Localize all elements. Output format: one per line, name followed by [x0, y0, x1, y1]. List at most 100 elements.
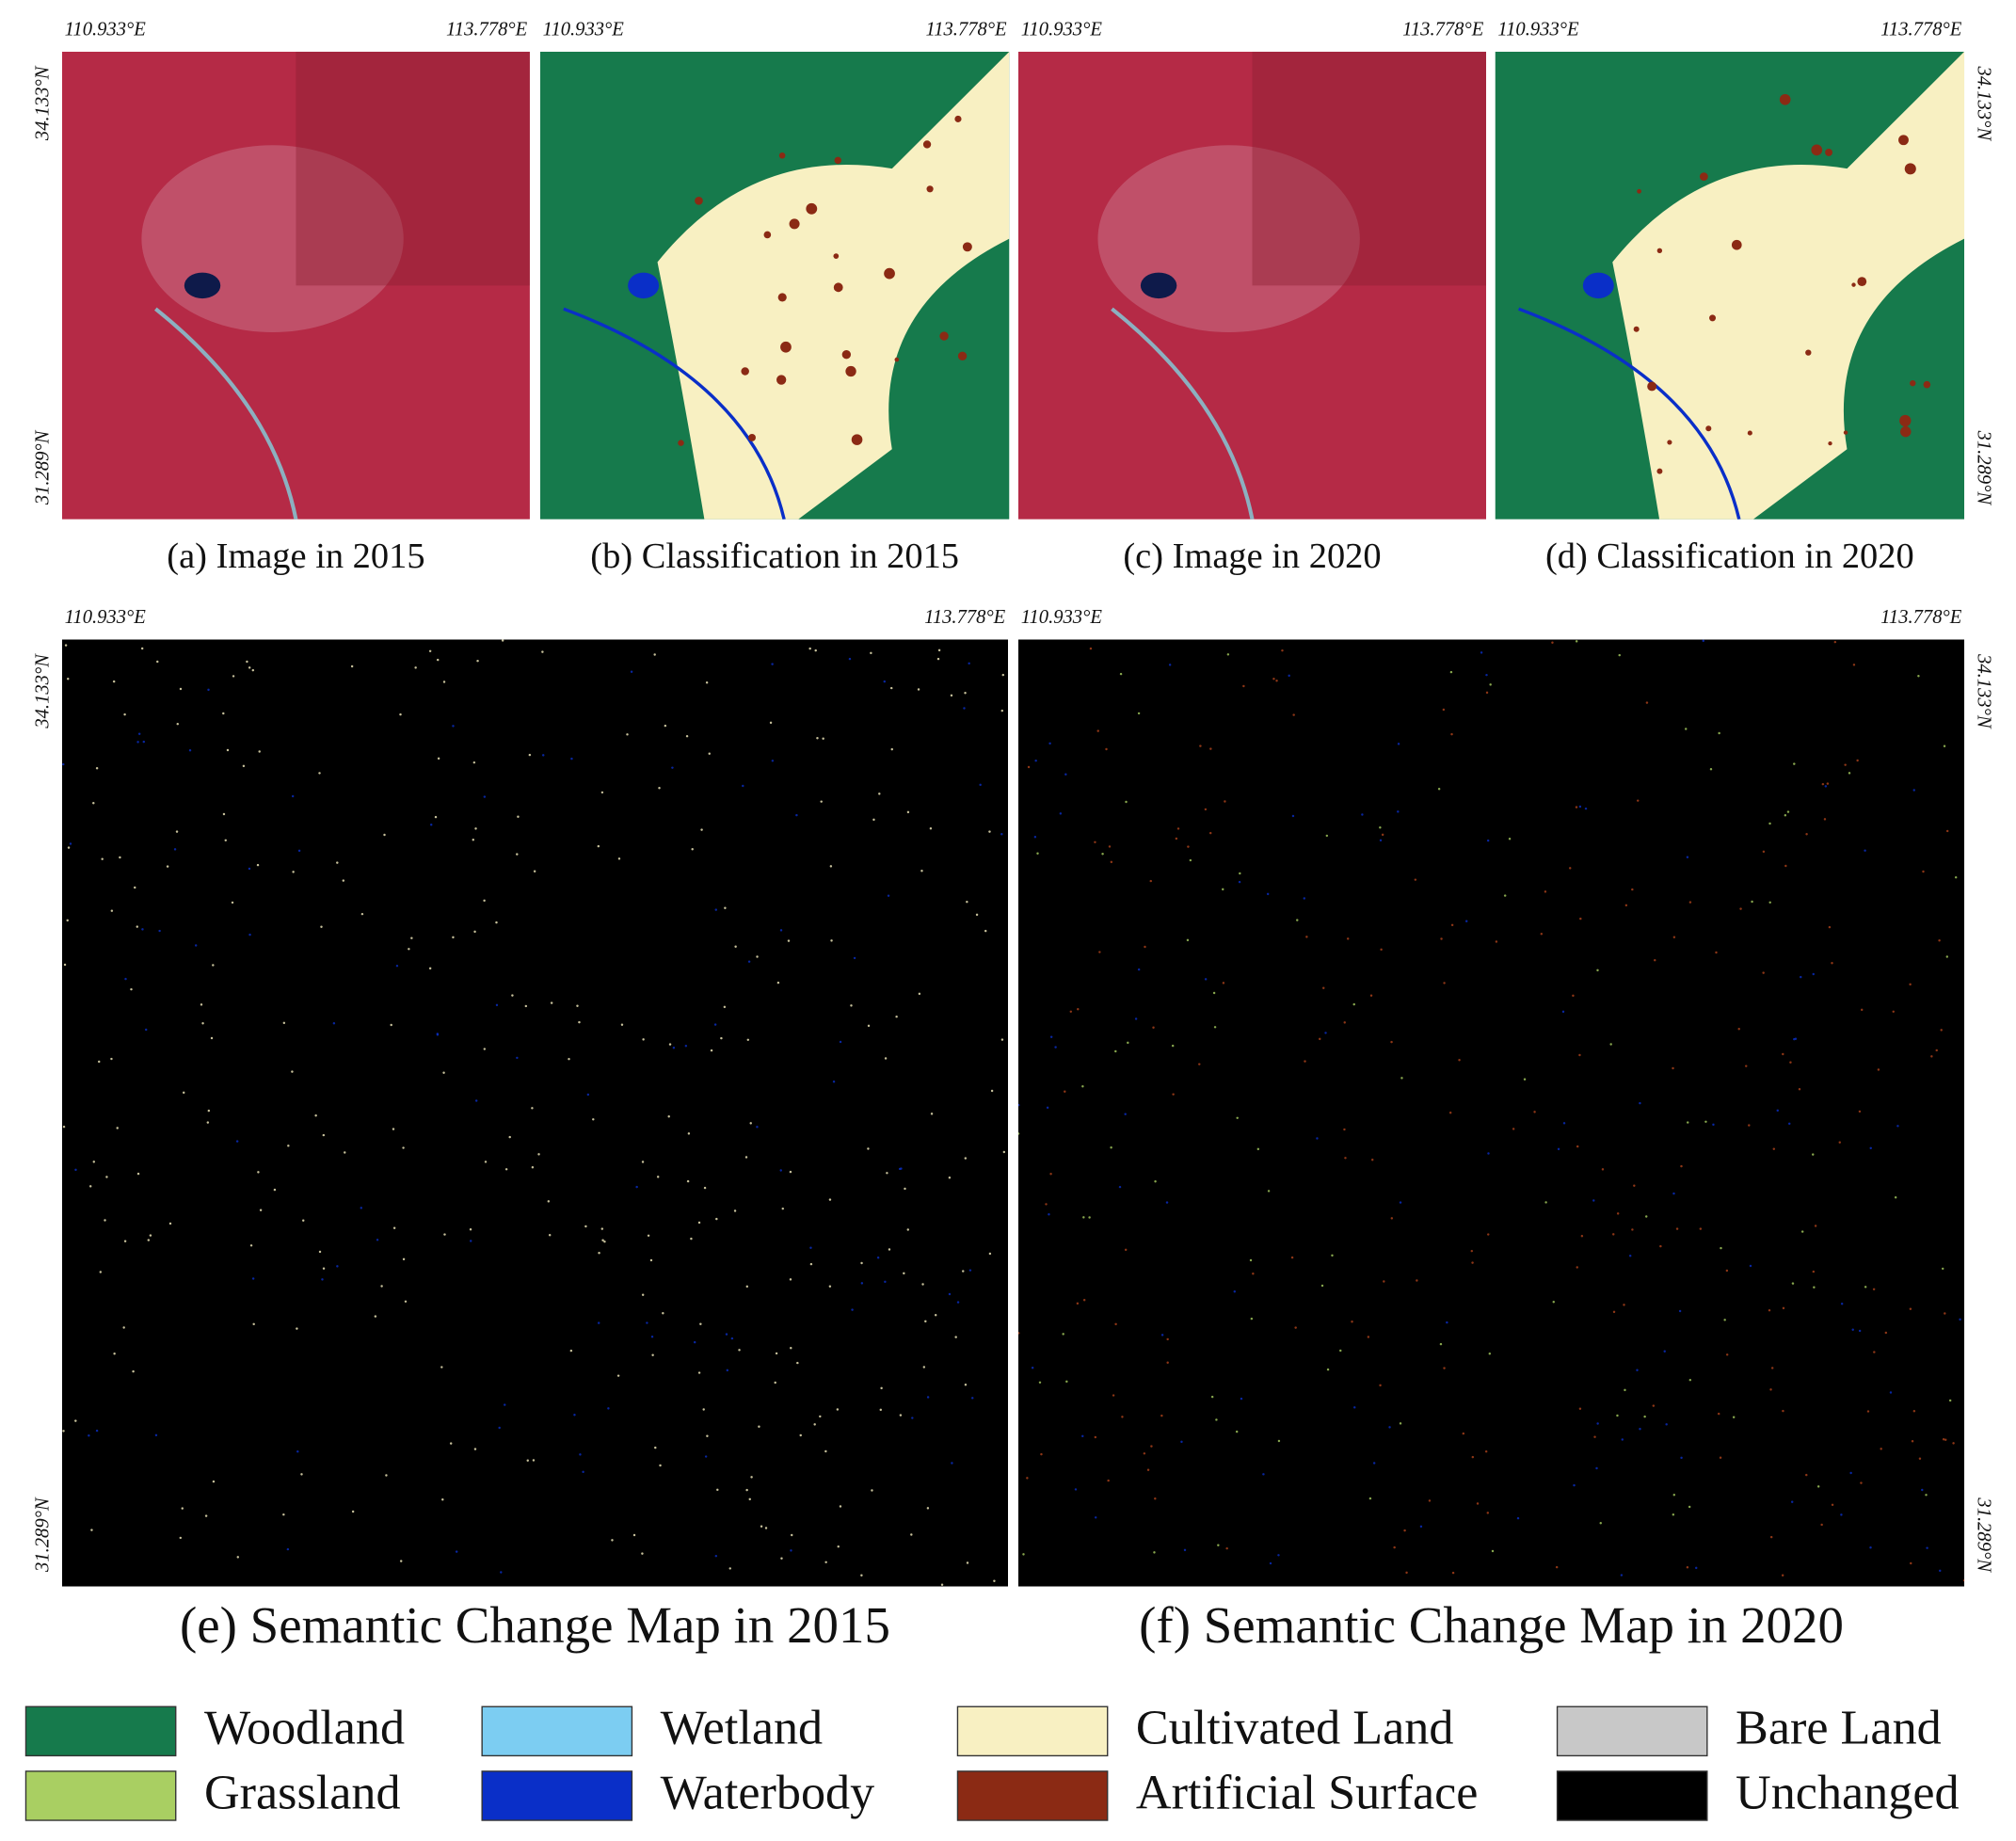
changed-pixel	[385, 1474, 388, 1477]
changed-pixel	[886, 1172, 888, 1175]
changed-pixel	[395, 964, 399, 968]
changed-pixel	[399, 1560, 403, 1562]
changed-pixel	[1339, 1349, 1342, 1353]
changed-pixel	[1652, 1404, 1656, 1407]
changed-pixel	[771, 663, 774, 665]
changed-pixel	[1849, 1471, 1852, 1475]
changed-pixel	[1110, 1146, 1112, 1149]
changed-pixel	[1114, 1049, 1117, 1053]
changed-pixel	[1781, 1574, 1784, 1577]
reservoir	[628, 272, 660, 299]
changed-pixel	[1154, 1179, 1157, 1183]
settlement	[1747, 430, 1752, 436]
changed-pixel	[1544, 1201, 1547, 1204]
changed-pixel	[687, 1132, 691, 1135]
changed-pixel	[716, 1488, 719, 1492]
changed-pixel	[1562, 1122, 1566, 1125]
changed-pixel	[1054, 1046, 1057, 1049]
lon-label: 110.933°E	[65, 607, 147, 628]
changed-pixel	[1215, 1418, 1218, 1421]
changed-pixel	[123, 712, 126, 716]
changed-pixel	[1751, 900, 1753, 904]
changed-pixel	[116, 1127, 119, 1129]
settlement	[1828, 441, 1832, 446]
settlement	[851, 434, 863, 445]
lon-label: 110.933°E	[1021, 607, 1103, 628]
changed-pixel	[252, 1322, 255, 1326]
changed-pixel	[1725, 1269, 1729, 1273]
changed-pixel	[1450, 923, 1454, 927]
changed-pixel	[130, 987, 133, 991]
legend-swatch	[481, 1770, 633, 1821]
changed-pixel	[1869, 1546, 1872, 1549]
map-panel: 110.933°E 113.778°E 34.133°N 31.289°N (a) Im…	[32, 20, 530, 576]
changed-pixel	[1786, 810, 1790, 813]
changed-pixel	[1096, 729, 1099, 732]
changed-pixel	[1065, 1380, 1068, 1384]
map-panel: 110.933°E 113.778°E 34.133°N 31.289°N (d) Cl…	[1495, 20, 1994, 576]
changed-pixel	[67, 677, 70, 680]
changed-pixel	[790, 1549, 792, 1552]
changed-pixel	[1858, 1329, 1862, 1333]
changed-pixel	[903, 1272, 905, 1275]
changed-pixel	[828, 1198, 832, 1201]
changed-pixel	[296, 1450, 299, 1453]
changed-pixel	[1678, 1309, 1682, 1313]
changed-pixel	[1805, 833, 1808, 836]
changed-pixel	[1584, 807, 1588, 810]
changed-pixel	[154, 1433, 158, 1437]
changed-pixel	[1686, 856, 1689, 858]
changed-pixel	[212, 1480, 216, 1483]
changed-pixel	[1471, 1261, 1474, 1264]
changed-pixel	[1442, 708, 1446, 712]
changed-pixel	[1379, 839, 1383, 842]
changed-pixel	[1791, 1282, 1795, 1285]
changed-pixel	[286, 1547, 290, 1551]
changed-pixel	[1851, 1328, 1854, 1331]
changed-pixel	[1210, 1395, 1214, 1399]
changed-pixel	[1739, 907, 1742, 910]
changed-pixel	[1688, 1378, 1692, 1382]
changed-pixel	[1631, 1228, 1634, 1231]
changed-pixel	[1448, 1111, 1452, 1114]
changed-pixel	[659, 1464, 662, 1467]
changed-pixel	[1833, 640, 1837, 644]
changed-pixel	[948, 1292, 952, 1296]
changed-pixel	[92, 1161, 96, 1163]
changed-pixel	[90, 1529, 93, 1531]
changed-pixel	[1945, 829, 1949, 833]
settlement	[789, 218, 800, 230]
changed-pixel	[1048, 742, 1051, 745]
changed-pixel	[1225, 1546, 1228, 1550]
changed-pixel	[1784, 814, 1787, 817]
changed-pixel	[650, 1336, 654, 1338]
changed-pixel	[1540, 933, 1544, 936]
changed-pixel	[664, 724, 667, 728]
changed-pixel	[697, 1371, 701, 1374]
changed-pixel	[1127, 1041, 1129, 1045]
settlement	[841, 350, 852, 360]
changed-pixel	[399, 712, 402, 716]
changed-pixel	[1631, 888, 1634, 891]
changed-pixel	[1561, 1010, 1565, 1014]
changed-pixel	[1769, 1388, 1772, 1391]
changed-pixel	[1616, 1212, 1620, 1215]
changed-pixel	[1397, 810, 1400, 813]
lon-label: 113.778°E	[924, 607, 1006, 628]
changed-pixel	[702, 1408, 705, 1411]
changed-pixel	[1663, 1350, 1666, 1353]
changed-pixel	[1576, 1145, 1579, 1148]
changed-pixel	[742, 784, 744, 788]
changed-pixel	[1675, 1227, 1679, 1230]
settlement	[1705, 425, 1712, 432]
changed-pixel	[1580, 1235, 1584, 1238]
changed-pixel	[884, 1057, 888, 1060]
changed-pixel	[1672, 1192, 1675, 1195]
changed-pixel	[176, 722, 179, 726]
changed-pixel	[1064, 1090, 1066, 1093]
panel-caption: (e) Semantic Change Map in 2015	[180, 1596, 890, 1654]
changed-pixel	[336, 861, 339, 864]
changed-pixel	[1770, 1367, 1774, 1369]
changed-pixel	[1118, 1185, 1122, 1189]
changed-pixel	[1821, 782, 1825, 786]
